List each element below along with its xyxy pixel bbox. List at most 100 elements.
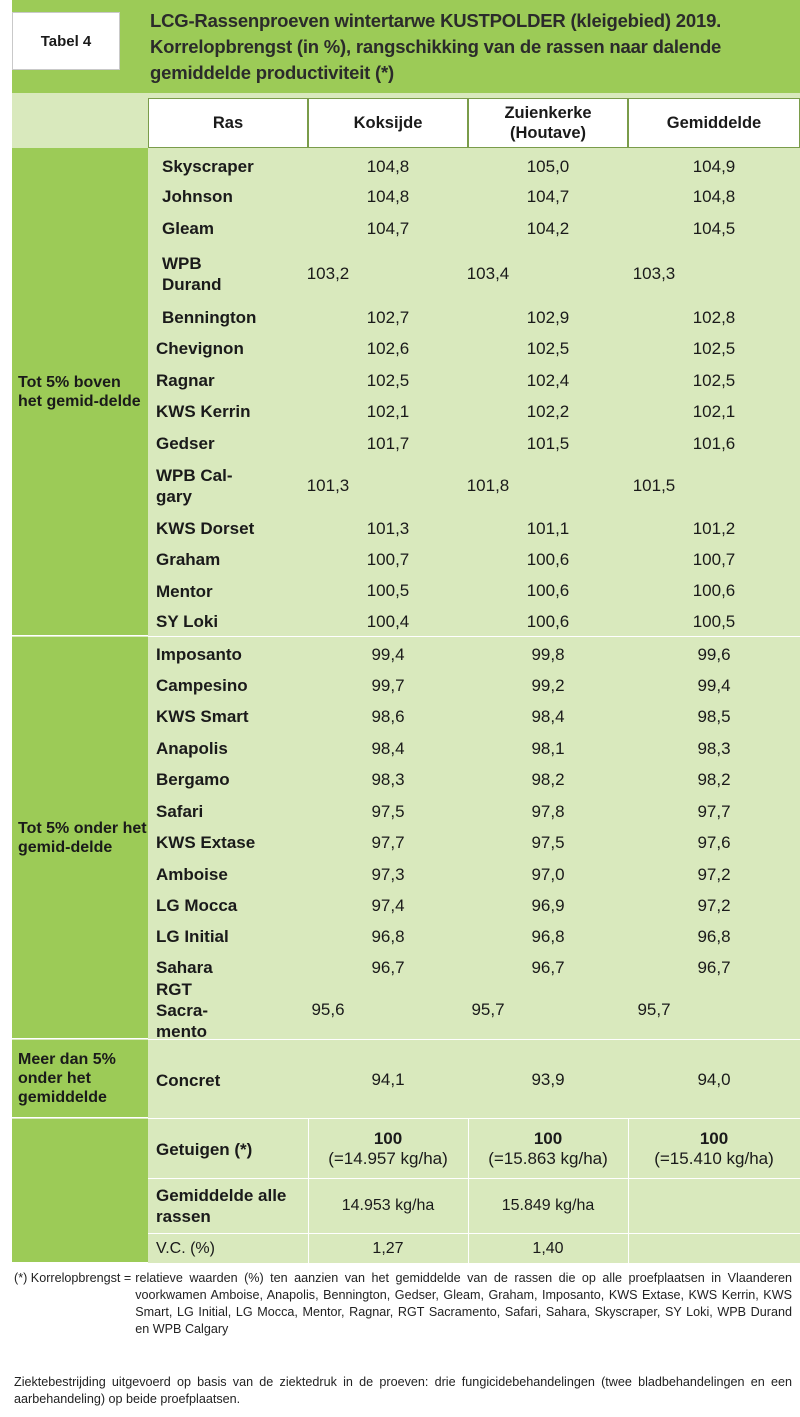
- gemiddelde-cell: 104,9: [692, 156, 736, 176]
- ras-cell: Safari: [156, 802, 204, 821]
- zuienkerke-cell: 93,9: [531, 1070, 565, 1089]
- zuienkerke-cell: 101,5: [526, 433, 570, 453]
- table-number-label: Tabel 4: [12, 12, 120, 70]
- footnote-korrelopbrengst: (*) Korrelopbrengst = relatieve waarden …: [14, 1270, 792, 1338]
- gemiddelde-cell: 97,6: [697, 832, 731, 852]
- koksijde-cell: 97,7: [371, 832, 405, 852]
- table-row: Sahara 96,7 96,7 96,7: [148, 953, 800, 982]
- koksijde-cell: 100,4: [366, 611, 410, 631]
- table-row: SY Loki 100,4 100,6 100,5: [148, 607, 800, 636]
- column-divider: [468, 1118, 469, 1263]
- getuigen-value: 100: [699, 1129, 729, 1148]
- ras-cell: Gleam: [162, 219, 214, 238]
- gemiddelde-alle-zuienkerke: 15.849 kg/ha: [501, 1197, 595, 1214]
- getuigen-kg: (=15.863 kg/ha): [488, 1149, 608, 1168]
- ras-cell: Anapolis: [156, 739, 228, 758]
- group-divider: [148, 1118, 800, 1119]
- table-row: WPB Cal-gary 101,3 101,8 101,5: [148, 460, 800, 511]
- gemiddelde-cell: 99,6: [697, 644, 731, 664]
- table-row: Imposanto 99,4 99,8 99,6: [148, 640, 800, 669]
- ras-cell: KWS Kerrin: [156, 402, 251, 421]
- gemiddelde-cell: 102,5: [692, 338, 736, 358]
- koksijde-cell: 98,3: [371, 769, 405, 789]
- koksijde-cell: 97,3: [371, 864, 405, 884]
- header-ras: Ras: [148, 98, 308, 148]
- zuienkerke-cell: 102,9: [526, 307, 570, 327]
- ras-cell: Concret: [156, 1070, 221, 1090]
- koksijde-cell: 99,4: [371, 644, 405, 664]
- koksijde-cell: 98,6: [371, 706, 405, 726]
- zuienkerke-cell: 97,5: [531, 832, 565, 852]
- ras-cell: Mentor: [156, 581, 213, 601]
- gemiddelde-cell: 104,8: [692, 186, 736, 206]
- ras-cell: Graham: [156, 550, 221, 569]
- zuienkerke-cell: 96,7: [531, 957, 565, 977]
- table-row: Amboise 97,3 97,0 97,2: [148, 860, 800, 889]
- zuienkerke-cell: 100,6: [526, 581, 570, 600]
- table-row: LG Mocca 97,4 96,9 97,2: [148, 891, 800, 920]
- koksijde-cell: 102,5: [366, 370, 410, 390]
- zuienkerke-cell: 102,5: [526, 338, 570, 358]
- vc-zuienkerke: 1,40: [532, 1239, 564, 1257]
- zuienkerke-cell: 96,9: [531, 895, 565, 915]
- table-row: Graham 100,7 100,6 100,7: [148, 545, 800, 574]
- ras-cell: Sahara: [156, 958, 213, 977]
- gemiddelde-cell: 101,5: [632, 475, 676, 495]
- getuigen-value: 100: [533, 1129, 563, 1148]
- title-band: [12, 0, 800, 93]
- gemiddelde-alle-label: Gemiddelde alle rassen: [156, 1186, 287, 1226]
- koksijde-cell: 96,7: [371, 957, 405, 977]
- table-row: KWS Dorset 101,3 101,1 101,2: [148, 514, 800, 543]
- koksijde-cell: 104,8: [366, 186, 410, 206]
- table-row: Anapolis 98,4 98,1 98,3: [148, 734, 800, 763]
- gemiddelde-cell: 100,5: [692, 611, 736, 631]
- koksijde-cell: 97,4: [371, 895, 405, 915]
- ras-cell: WPB Cal-gary: [156, 465, 233, 506]
- vc-row: V.C. (%) 1,27 1,40: [148, 1235, 800, 1262]
- gemiddelde-cell: 104,5: [692, 218, 736, 238]
- getuigen-kg: (=14.957 kg/ha): [328, 1149, 448, 1168]
- table-row: Concret 94,1 93,9 94,0: [148, 1048, 800, 1112]
- ras-cell: Bennington: [162, 308, 257, 327]
- gemiddelde-alle-koksijde: 14.953 kg/ha: [341, 1197, 435, 1214]
- table-row: Chevignon 102,6 102,5 102,5: [148, 334, 800, 363]
- getuigen-row: Getuigen (*) 100 (=14.957 kg/ha) 100 (=1…: [148, 1124, 800, 1174]
- header-zuienkerke: Zuienkerke (Houtave): [468, 98, 628, 148]
- gemiddelde-cell: 96,8: [697, 926, 731, 946]
- header-koksijde: Koksijde: [308, 98, 468, 148]
- koksijde-cell: 102,6: [366, 338, 410, 358]
- table-row: Gedser 101,7 101,5 101,6: [148, 429, 800, 458]
- footnote-text: relatieve waarden (%) ten aanzien van he…: [135, 1271, 792, 1336]
- zuienkerke-cell: 100,6: [526, 549, 570, 569]
- koksijde-cell: 99,7: [371, 675, 405, 695]
- table-row: WPB Durand 103,2 103,4 103,3: [148, 246, 800, 301]
- gemiddelde-cell: 97,7: [697, 801, 731, 821]
- getuigen-label: Getuigen (*): [156, 1139, 253, 1159]
- header-gemiddelde: Gemiddelde: [628, 98, 800, 148]
- gemiddelde-cell: 95,7: [637, 1000, 671, 1019]
- koksijde-cell: 103,2: [306, 263, 350, 283]
- table-row: Johnson 104,8 104,7 104,8: [148, 182, 800, 211]
- row-divider: [148, 1178, 800, 1179]
- table-row: LG Initial 96,8 96,8 96,8: [148, 922, 800, 951]
- getuigen-koksijde: 100 (=14.957 kg/ha): [308, 1129, 468, 1169]
- koksijde-cell: 98,4: [371, 738, 405, 758]
- group-label-blank: [12, 1119, 148, 1263]
- zuienkerke-cell: 101,8: [466, 475, 510, 495]
- koksijde-cell: 100,7: [366, 549, 410, 569]
- ras-cell: Campesino: [156, 676, 248, 695]
- ras-cell: Amboise: [156, 865, 228, 884]
- column-divider: [628, 1118, 629, 1263]
- zuienkerke-cell: 95,7: [471, 1000, 505, 1019]
- ras-cell: Ragnar: [156, 371, 215, 390]
- group-divider: [148, 1039, 800, 1040]
- zuienkerke-cell: 105,0: [526, 156, 570, 176]
- table-row: Campesino 99,7 99,2 99,4: [148, 671, 800, 700]
- koksijde-cell: 97,5: [371, 801, 405, 821]
- ras-cell: KWS Smart: [156, 707, 249, 726]
- koksijde-cell: 102,1: [366, 401, 410, 421]
- zuienkerke-cell: 103,4: [466, 263, 510, 283]
- gemiddelde-cell: 100,6: [692, 581, 736, 600]
- zuienkerke-cell: 101,1: [526, 518, 570, 538]
- koksijde-cell: 104,8: [366, 156, 410, 176]
